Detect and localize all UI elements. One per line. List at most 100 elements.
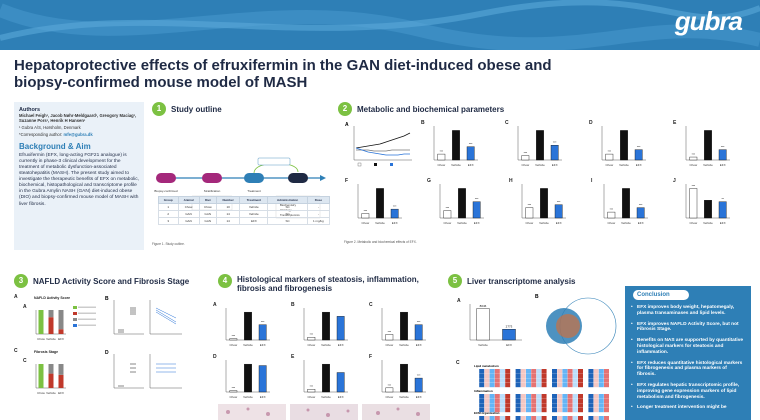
conclusion-list: EFX improves body weight, hepatomegaly, … bbox=[631, 305, 745, 411]
significance-label: *** bbox=[310, 385, 314, 389]
chart-panel-label: F bbox=[345, 178, 348, 184]
chart-panel-label: A bbox=[23, 304, 27, 310]
heatmap-cell bbox=[567, 373, 573, 378]
heatmap-cell bbox=[546, 416, 552, 420]
heatmap-cell bbox=[489, 394, 495, 399]
x-tick-label: EFX bbox=[416, 395, 422, 399]
table-cell: GAN bbox=[198, 217, 217, 225]
table-cell: EFX bbox=[239, 217, 269, 225]
heatmap-cell bbox=[572, 416, 578, 420]
chart-panel-label: B bbox=[421, 120, 425, 126]
study-groups-table: Group Animal Diet Number Treatment Administra… bbox=[158, 196, 331, 225]
table-header-cell: Diet bbox=[198, 196, 217, 204]
heatmap-cell bbox=[536, 373, 542, 378]
x-tick-label: Chow bbox=[385, 343, 394, 347]
x-tick-label: Chow bbox=[605, 163, 614, 167]
chart-4e-inflammation: E *** Chow Vehicle EFX bbox=[291, 354, 348, 399]
x-tick-label: Vehicle bbox=[243, 395, 253, 399]
chart-3c-fibrosis-stacked: C Chow Vehicle EFX bbox=[23, 358, 66, 395]
fib-chart-title: Fibrosis Stage bbox=[34, 350, 59, 354]
x-tick-label: EFX bbox=[58, 337, 64, 341]
heatmap-cell bbox=[536, 398, 542, 403]
bar bbox=[244, 363, 252, 393]
heatmap-cell bbox=[489, 416, 495, 420]
conclusion-heading: Conclusion bbox=[633, 290, 689, 300]
bar bbox=[502, 329, 516, 341]
heatmap-cell bbox=[552, 382, 557, 388]
heatmap-cell bbox=[531, 416, 537, 420]
heatmap-cell bbox=[505, 378, 511, 383]
heatmap-cell bbox=[552, 403, 557, 408]
heatmap-cell bbox=[546, 398, 552, 403]
significance-label: *** bbox=[446, 206, 450, 210]
heatmap-cell bbox=[567, 378, 573, 383]
heatmap-cell bbox=[536, 403, 542, 408]
heatmap-cell bbox=[562, 394, 568, 399]
bar bbox=[607, 211, 616, 219]
label-biopsy: Biopsy-confirmed bbox=[154, 189, 178, 193]
stacked-bar-segment bbox=[48, 364, 54, 374]
heatmap-cell bbox=[526, 398, 531, 403]
heatmap-cell bbox=[526, 394, 531, 399]
heatmap-cell bbox=[588, 398, 594, 403]
heatmap-cell bbox=[567, 394, 573, 399]
table-cell: 3 bbox=[158, 217, 179, 225]
table-cell: SC bbox=[267, 210, 308, 218]
chart-2a-body-weight: A bbox=[345, 122, 412, 167]
heatmap-cell bbox=[572, 369, 578, 374]
label-stratification: Stratification bbox=[204, 189, 221, 193]
heatmap-cell bbox=[474, 398, 479, 403]
x-tick-label: Chow bbox=[443, 221, 452, 225]
heatmap-cell bbox=[567, 382, 573, 388]
author-affiliation: ¹ Gubra A/S, Hørsholm, Denmark bbox=[19, 125, 81, 131]
heatmap-cell bbox=[531, 369, 537, 374]
heatmap-cell bbox=[562, 378, 568, 383]
significance-label: *** bbox=[475, 197, 479, 201]
heatmap-cell bbox=[593, 382, 599, 388]
chart-4a-steatosis: A *** Chow Vehicle *** EFX bbox=[213, 302, 270, 347]
heatmap-cell bbox=[489, 403, 495, 408]
heatmap-cell bbox=[541, 394, 547, 399]
table-cell: Vehicle bbox=[239, 210, 269, 218]
heatmap-cell bbox=[489, 382, 495, 388]
heatmap-cell bbox=[588, 416, 594, 420]
chart-2g-plasma-ast: G *** Chow Vehicle *** EFX bbox=[427, 178, 484, 225]
heatmap-cell bbox=[515, 398, 521, 403]
heatmap-cell bbox=[520, 378, 526, 383]
heatmap-cell bbox=[515, 394, 521, 399]
table-cell: Chow bbox=[177, 203, 200, 211]
significance-label: *** bbox=[417, 320, 421, 324]
chart-panel-label: C bbox=[23, 358, 27, 364]
chart-2f-plasma-alt: F *** Chow Vehicle *** EFX bbox=[345, 178, 402, 225]
table-cell: Chow bbox=[198, 203, 217, 211]
heatmap-cell bbox=[479, 398, 485, 403]
bar bbox=[476, 308, 490, 341]
table-header-cell: Group bbox=[158, 196, 179, 204]
heatmap-cell bbox=[557, 373, 563, 378]
significance-label: *** bbox=[610, 208, 614, 212]
heatmap-cell bbox=[572, 403, 578, 408]
table-cell: 1 bbox=[158, 203, 179, 211]
significance-label: *** bbox=[557, 200, 561, 204]
heatmap-cell bbox=[474, 382, 479, 388]
timeline-node-termination bbox=[288, 173, 308, 183]
significance-label: *** bbox=[393, 205, 397, 209]
heatmap-cell bbox=[526, 416, 531, 420]
bar bbox=[361, 213, 370, 219]
svg-text:B: B bbox=[105, 296, 109, 302]
heatmap-cell bbox=[541, 416, 547, 420]
heatmap-cell bbox=[583, 416, 589, 420]
bar bbox=[390, 208, 399, 219]
corresponding-email-link[interactable]: mfe@gubra.dk bbox=[63, 131, 93, 137]
heatmap-cell bbox=[546, 369, 552, 374]
table-header-cell: Administration bbox=[267, 196, 308, 204]
x-tick-label: EFX bbox=[552, 163, 558, 167]
heatmap-cell bbox=[541, 382, 547, 388]
x-tick-label: Vehicle bbox=[703, 221, 713, 225]
heatmap-cell bbox=[567, 403, 573, 408]
x-tick-label: EFX bbox=[338, 395, 344, 399]
significance-label: *** bbox=[364, 209, 368, 213]
heatmap-cell bbox=[505, 407, 511, 413]
heatmap-cell bbox=[500, 416, 505, 420]
heatmap-cell bbox=[572, 382, 578, 388]
